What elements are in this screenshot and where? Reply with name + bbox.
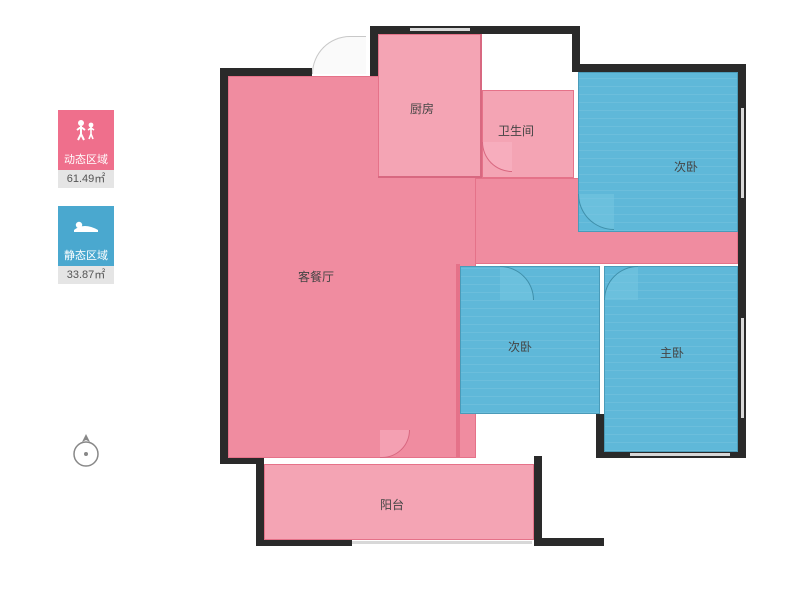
legend-static: 静态区域 33.87㎡ [58, 206, 114, 284]
door-arc [312, 36, 366, 74]
zone-balcony [264, 464, 534, 540]
legend-dynamic-value: 61.49㎡ [58, 170, 114, 188]
legend-static-label: 静态区域 [58, 246, 114, 266]
zone-kitchen [378, 34, 482, 178]
sleep-icon [58, 206, 114, 246]
legend-static-value: 33.87㎡ [58, 266, 114, 284]
people-icon [58, 110, 114, 150]
legend-dynamic: 动态区域 61.49㎡ [58, 110, 114, 188]
legend: 动态区域 61.49㎡ 静态区域 33.87㎡ [58, 110, 114, 302]
compass-icon [70, 430, 102, 475]
legend-dynamic-label: 动态区域 [58, 150, 114, 170]
floorplan: 厨房 卫生间 次卧 客餐厅 次卧 主卧 阳台 [220, 18, 750, 578]
